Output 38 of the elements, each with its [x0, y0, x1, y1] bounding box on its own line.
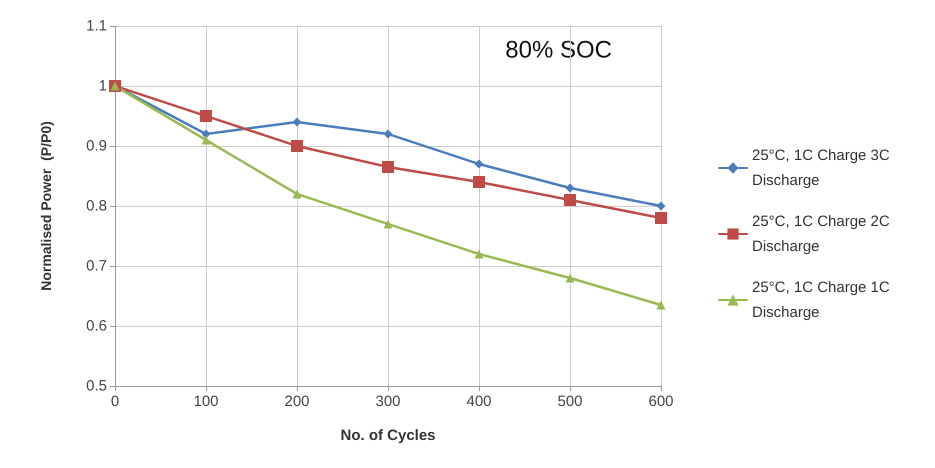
point	[382, 161, 394, 173]
y-tick-label: 0.7	[86, 258, 107, 274]
legend-label: 25°C, 1C Charge 2C Discharge	[752, 213, 894, 255]
point	[291, 140, 303, 152]
point	[384, 130, 392, 138]
point	[292, 118, 302, 126]
point	[474, 160, 484, 168]
x-tick-label: 600	[648, 393, 674, 410]
point	[474, 250, 484, 258]
point	[292, 190, 302, 198]
x-tick-label: 100	[193, 393, 219, 410]
y-tick-label: 0.9	[86, 138, 107, 154]
annotation: 80% SOC	[505, 36, 612, 64]
x-axis-title: No. of Cycles	[340, 427, 436, 444]
point	[202, 130, 210, 138]
x-tick-label: 500	[557, 393, 583, 410]
point	[656, 202, 666, 210]
x-tick-label: 200	[284, 393, 310, 410]
x-tick-label: 0	[110, 393, 120, 410]
legend-label: 25°C, 1C Charge 3C Discharge	[752, 147, 894, 189]
y-tick-label: 0.6	[86, 318, 107, 334]
point	[566, 184, 574, 192]
point	[656, 300, 666, 310]
point	[564, 194, 576, 206]
y-axis-title: Normalised Power (P/P0)	[38, 121, 54, 291]
y-tick-label: 0.8	[86, 198, 107, 214]
x-tick-label: 400	[466, 393, 492, 410]
point	[655, 212, 667, 224]
point	[200, 110, 212, 122]
point	[473, 176, 485, 188]
y-tick-label: 1	[98, 78, 107, 94]
point	[202, 136, 210, 144]
legend-label: 25°C, 1C Charge 1C Discharge	[752, 279, 894, 321]
x-tick-label: 300	[375, 393, 401, 410]
point	[384, 220, 392, 228]
y-tick-label: 0.5	[86, 378, 107, 394]
y-tick-label: 1.1	[86, 18, 107, 34]
point	[566, 274, 574, 282]
